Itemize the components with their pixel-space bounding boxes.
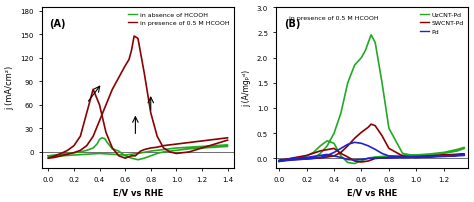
Legend: UzCNT-Pd, SWCNT-Pd, Pd: UzCNT-Pd, SWCNT-Pd, Pd	[419, 11, 465, 36]
Y-axis label: j (mA/cm²): j (mA/cm²)	[6, 66, 15, 110]
Text: (B): (B)	[284, 19, 301, 29]
Y-axis label: j (A/mgₚᵈ): j (A/mgₚᵈ)	[242, 69, 251, 106]
Text: (A): (A)	[50, 19, 66, 29]
Legend: in absence of HCOOH, in presence of 0.5 M HCOOH: in absence of HCOOH, in presence of 0.5 …	[127, 11, 231, 27]
X-axis label: E/V vs RHE: E/V vs RHE	[347, 187, 398, 197]
X-axis label: E/V vs RHE: E/V vs RHE	[113, 187, 163, 197]
Text: in presence of 0.5 M HCOOH: in presence of 0.5 M HCOOH	[289, 16, 379, 21]
